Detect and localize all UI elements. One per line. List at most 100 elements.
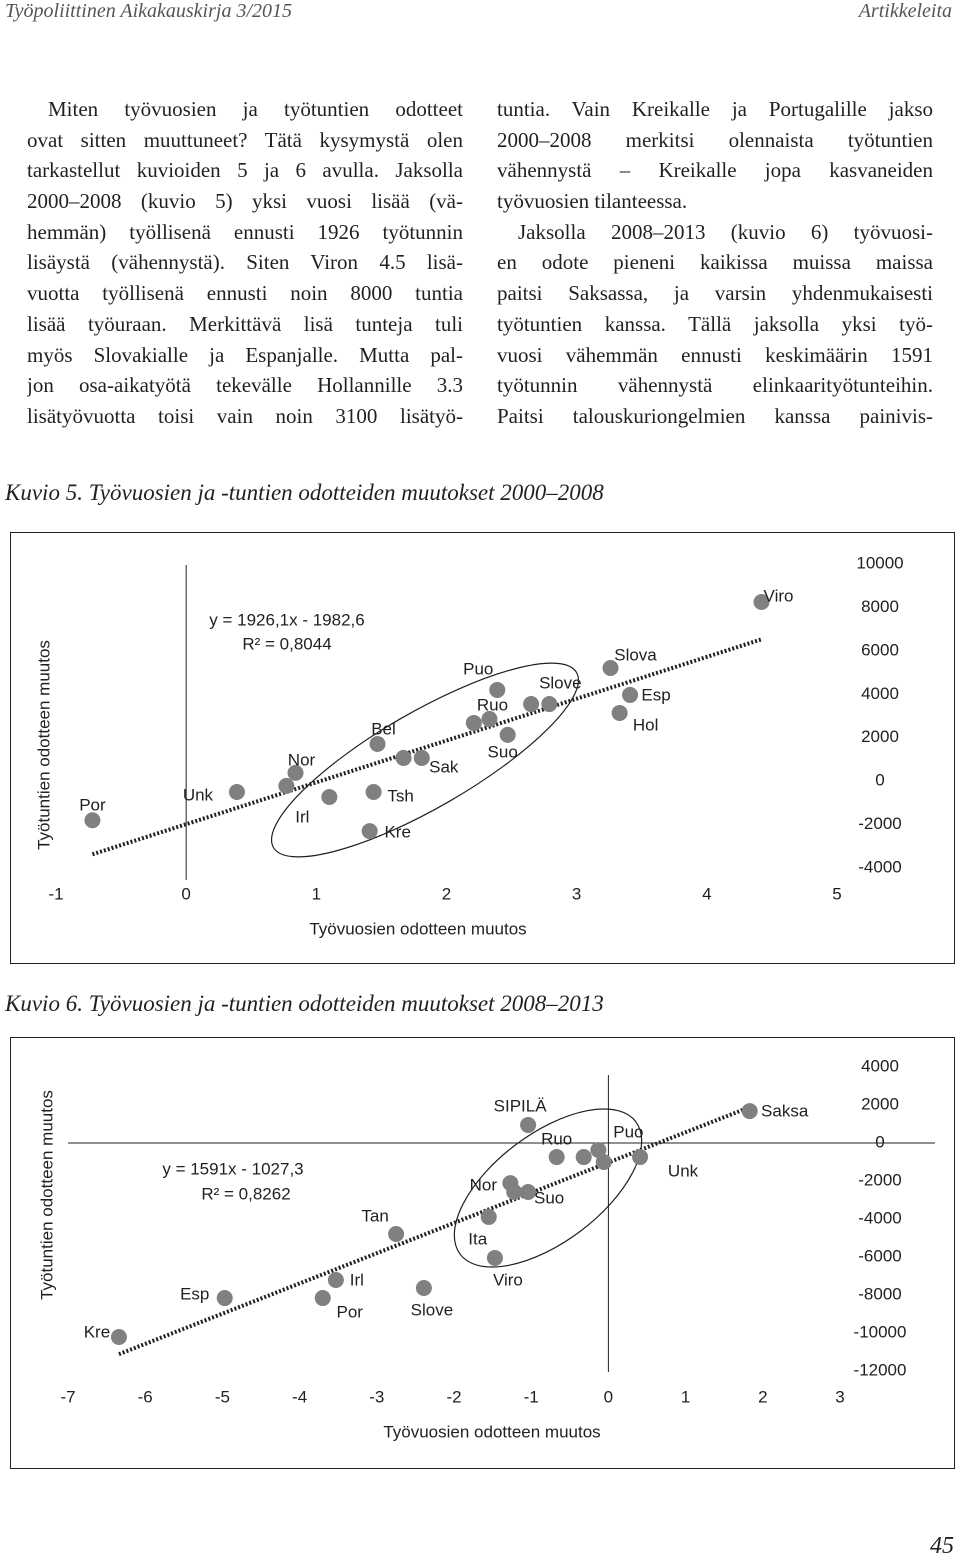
- point-label: Tsh: [387, 786, 413, 805]
- point-label: Bel: [371, 719, 396, 738]
- data-point: [486, 1249, 503, 1266]
- figure-caption: Kuvio 5. Työvuosien ja -tuntien odotteid…: [5, 480, 604, 505]
- text-line: lisätyövuotta toisi vain noin 3100 lisät…: [27, 403, 463, 428]
- point-label: Viro: [493, 1270, 523, 1289]
- point-label: Irl: [350, 1270, 364, 1289]
- data-point: [489, 681, 506, 698]
- data-point: [602, 660, 619, 677]
- data-point: [481, 711, 498, 728]
- point-label: Suo: [534, 1189, 564, 1208]
- y-tick-label: 2000: [861, 1094, 899, 1113]
- point-label: Slova: [614, 645, 657, 664]
- point-label: Ita: [468, 1229, 487, 1248]
- data-point: [216, 1290, 233, 1307]
- point-label: Viro: [764, 586, 794, 605]
- y-tick-label: 10000: [856, 553, 903, 572]
- data-point: [365, 784, 382, 800]
- text-line: lisäystä (vähennystä). Siten Viron 4.5 l…: [27, 250, 463, 275]
- text-line: työvuosien tilanteessa.: [497, 189, 688, 214]
- text-line: tuntia. Vain Kreikalle ja Portugalille j…: [497, 97, 933, 121]
- data-point: [314, 1290, 331, 1307]
- point-label: Puo: [463, 659, 493, 678]
- y-tick-label: 0: [875, 1132, 884, 1151]
- point-label: Esp: [641, 685, 670, 704]
- point-label: Puo: [613, 1123, 643, 1142]
- point-label: Unk: [668, 1162, 699, 1181]
- x-tick-label: 3: [835, 1387, 844, 1406]
- data-point: [84, 812, 101, 829]
- text-line: 2000–2008 (kuvio 5) yksi vuosi lisää (vä…: [27, 189, 463, 214]
- y-tick-label: -8000: [858, 1284, 901, 1303]
- data-point: [590, 1142, 607, 1159]
- x-tick-label: -2: [446, 1387, 461, 1406]
- point-label: Por: [79, 796, 106, 815]
- y-tick-label: 8000: [861, 597, 899, 616]
- data-point: [321, 788, 338, 805]
- data-point: [506, 1184, 523, 1201]
- point-label: Saksa: [761, 1102, 809, 1121]
- x-tick-label: 0: [181, 884, 190, 903]
- y-tick-label: 0: [875, 771, 884, 790]
- x-axis-title: Työvuosien odotteen muutos: [309, 919, 526, 938]
- point-label: Slove: [539, 674, 582, 693]
- data-point: [611, 704, 628, 721]
- text-line: vähennystä – Kreikalle jopa kasvaneiden: [497, 158, 933, 183]
- equation-label: R² = 0,8044: [242, 634, 331, 653]
- text-line: paitsi Saksassa, ja varsin yhdenmukaises…: [497, 281, 933, 306]
- y-axis-title: Työtuntien odotteen muutos: [34, 640, 53, 850]
- text-column: Miten työvuosien ja työtuntien odotteet o…: [27, 94, 463, 432]
- x-tick-label: -1: [48, 884, 63, 903]
- y-tick-label: -10000: [854, 1322, 907, 1341]
- data-point: [480, 1208, 497, 1225]
- data-point: [327, 1271, 344, 1288]
- y-tick-label: -4000: [858, 1208, 901, 1227]
- data-point: [369, 736, 386, 753]
- text-line: Jaksolla 2008–2013 (kuvio 6) työvuosi-: [518, 219, 933, 244]
- point-label: Nor: [288, 750, 316, 769]
- point-label: Por: [337, 1303, 364, 1322]
- point-label: Sak: [429, 757, 459, 776]
- trend-line: [91, 637, 763, 857]
- point-label: Ruo: [477, 696, 508, 715]
- text-line: myös Slovakialle ja Espanjalle. Mutta pa…: [27, 342, 463, 367]
- text-line: lisää työuraan. Merkittävä lisä tunteja …: [27, 311, 463, 336]
- point-label: Suo: [488, 742, 518, 761]
- text-line: Miten työvuosien ja työtuntien odotteet: [48, 97, 463, 121]
- y-tick-label: 4000: [861, 1056, 899, 1075]
- cluster-ellipse: [270, 662, 580, 858]
- equation-label: R² = 0,8262: [201, 1184, 290, 1203]
- data-point: [278, 777, 295, 794]
- data-point: [523, 696, 540, 713]
- chart-frame: [10, 1037, 955, 1469]
- page-number: 45: [930, 1533, 954, 1559]
- y-tick-label: 6000: [861, 640, 899, 659]
- point-label: SIPILÄ: [494, 1096, 548, 1115]
- x-tick-label: 5: [832, 884, 841, 903]
- text-line: 2000–2008 merkitsi olennaista työtuntien: [497, 127, 933, 152]
- data-point: [415, 1279, 432, 1296]
- text-line: ovat sitten muuttuneet? Tätä kysymystä o…: [27, 127, 463, 152]
- x-tick-label: -7: [60, 1387, 75, 1406]
- section-header: Artikkeleita: [858, 0, 952, 22]
- point-label: Kre: [384, 823, 410, 842]
- y-tick-label: -12000: [854, 1360, 907, 1379]
- data-point: [520, 1116, 537, 1133]
- y-axis-title: Työtuntien odotteen muutos: [37, 1090, 56, 1300]
- data-point: [228, 784, 245, 800]
- x-tick-label: 1: [312, 884, 321, 903]
- data-point: [741, 1103, 758, 1120]
- text-column: tuntia. Vain Kreikalle ja Portugalille j…: [497, 94, 933, 432]
- data-point: [622, 686, 639, 703]
- text-line: hemmän) työllisenä ennusti 1926 työtunni…: [27, 219, 463, 244]
- point-label: Slove: [411, 1300, 454, 1319]
- data-point: [465, 714, 482, 731]
- data-point: [541, 696, 558, 713]
- trend-line: [118, 1105, 751, 1357]
- text-line: työtunnin vähennystä elinkaarityötunteih…: [497, 373, 933, 398]
- data-point: [632, 1149, 649, 1166]
- point-label: Ruo: [541, 1130, 572, 1149]
- y-tick-label: -4000: [858, 857, 901, 876]
- x-tick-label: 2: [758, 1387, 767, 1406]
- data-point: [413, 749, 430, 766]
